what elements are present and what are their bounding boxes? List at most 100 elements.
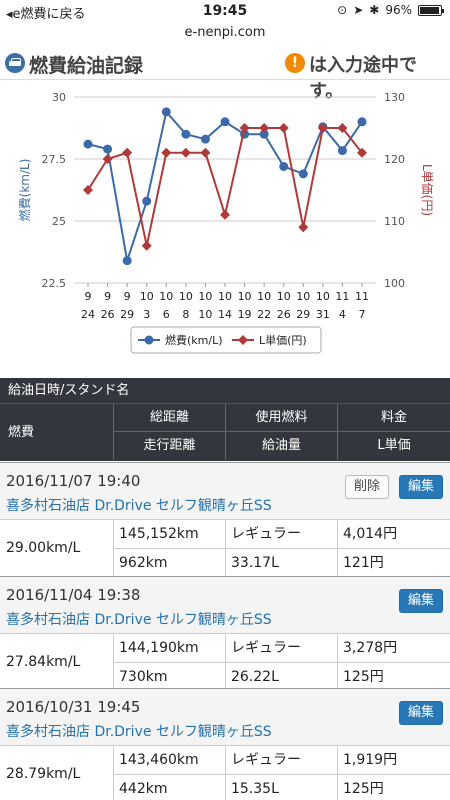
fuel-economy-point xyxy=(83,139,93,149)
title-bar: 燃費給油記録 ! は入力途中です。 xyxy=(0,46,450,102)
x-tick-label: 29 xyxy=(120,308,134,321)
record-stand-link[interactable]: 喜多村石油店 Dr.Drive セルフ観晴ヶ丘SS xyxy=(6,612,272,628)
unit-price-point xyxy=(220,209,230,220)
alert-icon[interactable]: ! xyxy=(285,53,305,73)
bluetooth-icon: ✱ xyxy=(369,3,380,17)
y-tick-left: 22.5 xyxy=(42,277,67,290)
x-tick-label: 26 xyxy=(277,308,291,321)
unit-price-point xyxy=(278,123,289,133)
x-tick-label: 10 xyxy=(140,290,154,303)
unit-price-point xyxy=(200,147,211,158)
x-tick-label: 22 xyxy=(257,308,271,321)
legend-label-price: L単価(円) xyxy=(259,333,307,347)
page-title: 燃費給油記録 xyxy=(29,55,144,77)
unit-price-line xyxy=(87,127,363,247)
record-fuel-economy: 28.79km/L xyxy=(6,766,81,782)
unit-price-point xyxy=(161,147,172,158)
header-datetime-stand: 給油日時/スタンド名 xyxy=(0,378,450,404)
record-total-distance: 144,190km xyxy=(113,634,225,662)
y-tick-left: 30 xyxy=(52,91,66,104)
x-tick-label: 26 xyxy=(101,308,115,321)
back-to-app-link[interactable]: ◂e燃費に戻る xyxy=(6,7,86,22)
unit-price-point xyxy=(141,240,152,251)
y-tick-right: 100 xyxy=(384,277,405,290)
header-price: 料金 xyxy=(337,404,450,432)
battery-icon xyxy=(418,4,444,16)
y-tick-right: 110 xyxy=(384,215,405,228)
x-tick-label: 14 xyxy=(218,308,232,321)
record-trip-distance: 442km xyxy=(113,774,225,800)
x-tick-label: 9 xyxy=(85,290,92,303)
record-amount: 15.35L xyxy=(225,774,337,800)
record-unit-price: 125円 xyxy=(337,662,450,690)
x-tick-label: 9 xyxy=(124,290,131,303)
x-tick-label: 19 xyxy=(238,308,252,321)
fuel-economy-point xyxy=(161,107,171,117)
record-stand-link[interactable]: 喜多村石油店 Dr.Drive セルフ観晴ヶ丘SS xyxy=(6,724,272,740)
unit-price-point xyxy=(180,147,191,158)
fuel-economy-point xyxy=(181,129,191,139)
unit-price-point xyxy=(298,222,309,233)
x-tick-label: 10 xyxy=(277,290,291,303)
y-tick-left: 27.5 xyxy=(42,153,67,166)
record-price: 4,014円 xyxy=(337,520,450,548)
legend-marker-price xyxy=(238,335,248,345)
record-fuel-economy: 29.00km/L xyxy=(6,540,81,556)
unit-price-point xyxy=(259,123,270,133)
status-bar: ◂e燃費に戻る 19:45 ⊙ ➤ ✱ 96% xyxy=(0,0,450,22)
x-tick-label: 3 xyxy=(143,308,150,321)
header-total-distance: 総距離 xyxy=(113,404,225,432)
header-unit-price: L単価 xyxy=(337,432,450,460)
fuel-economy-point xyxy=(279,161,289,171)
record-unit-price: 121円 xyxy=(337,548,450,576)
y-tick-right: 120 xyxy=(384,153,405,166)
y-tick-left: 25 xyxy=(52,215,66,228)
unit-price-point xyxy=(337,123,348,133)
record-row: 2016/10/31 19:45 喜多村石油店 Dr.Drive セルフ観晴ヶ丘… xyxy=(0,688,450,800)
record-amount: 26.22L xyxy=(225,662,337,690)
x-tick-label: 10 xyxy=(238,290,252,303)
x-tick-label: 10 xyxy=(179,290,193,303)
fuel-economy-point xyxy=(337,146,347,156)
record-trip-distance: 962km xyxy=(113,548,225,576)
unit-price-point xyxy=(83,185,93,195)
fuel-economy-point xyxy=(259,129,269,139)
header-amount: 給油量 xyxy=(225,432,337,460)
record-stand-link[interactable]: 喜多村石油店 Dr.Drive セルフ観晴ヶ丘SS xyxy=(6,498,272,514)
record-unit-price: 125円 xyxy=(337,774,450,800)
edit-button[interactable]: 編集 xyxy=(399,475,444,499)
clock: 19:45 xyxy=(202,3,248,19)
record-fuel-type: レギュラー xyxy=(225,746,337,774)
edit-button[interactable]: 編集 xyxy=(399,589,444,613)
fuel-economy-point xyxy=(103,144,113,154)
fuel-economy-point xyxy=(200,134,210,144)
x-tick-label: 7 xyxy=(359,308,366,321)
record-datetime: 2016/11/07 19:40 xyxy=(6,472,141,490)
legend-label-fuel: 燃費(km/L) xyxy=(165,333,223,347)
x-tick-label: 24 xyxy=(81,308,95,321)
x-tick-label: 10 xyxy=(316,290,330,303)
x-tick-label: 11 xyxy=(355,290,369,303)
header-trip-distance: 走行距離 xyxy=(113,432,225,460)
unit-price-point xyxy=(317,123,328,133)
unit-price-point xyxy=(102,154,113,164)
battery-percent: 96% xyxy=(385,3,412,17)
fuel-economy-point xyxy=(298,169,308,179)
x-tick-label: 11 xyxy=(335,290,349,303)
x-tick-label: 8 xyxy=(182,308,189,321)
record-fuel-economy: 27.84km/L xyxy=(6,654,81,670)
legend-marker-fuel xyxy=(144,335,154,345)
delete-button[interactable]: 削除 xyxy=(345,475,390,499)
url-bar[interactable]: e-nenpi.com xyxy=(184,25,266,40)
fuel-economy-point xyxy=(220,117,230,127)
edit-button[interactable]: 編集 xyxy=(399,701,444,725)
x-tick-label: 10 xyxy=(198,308,212,321)
x-tick-label: 29 xyxy=(296,308,310,321)
record-datetime: 2016/10/31 19:45 xyxy=(6,698,141,716)
y-tick-right: 130 xyxy=(384,91,405,104)
fuel-economy-point xyxy=(142,196,152,206)
table-header: 給油日時/スタンド名 燃費 総距離 使用燃料 料金 走行距離 給油量 L単価 xyxy=(0,378,450,461)
record-datetime: 2016/11/04 19:38 xyxy=(6,586,141,604)
unit-price-point xyxy=(239,123,250,133)
